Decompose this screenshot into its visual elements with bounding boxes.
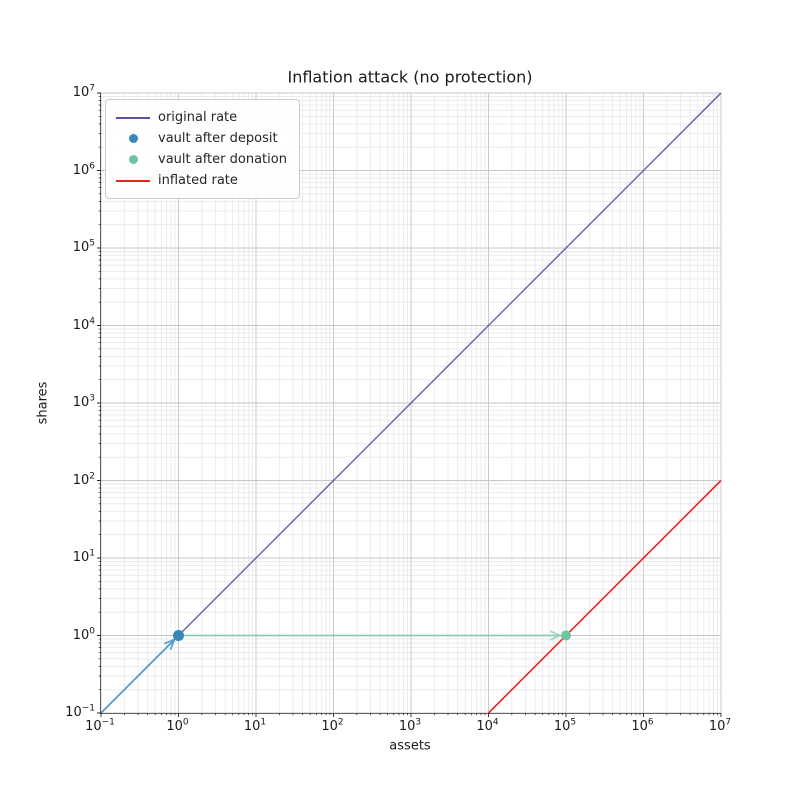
y-tick-label: 10−1 — [65, 703, 95, 720]
legend-dot-icon — [114, 155, 152, 164]
series-inflated-rate — [487, 479, 722, 714]
minor-ticks — [98, 96, 718, 716]
y-tick-label: 106 — [72, 161, 95, 178]
legend-dot-icon — [114, 134, 152, 143]
legend-marker-shape — [116, 179, 150, 182]
point-vault-after-deposit — [173, 630, 184, 641]
x-tick-label: 104 — [476, 717, 499, 734]
point-vault-after-donation — [561, 630, 571, 641]
y-tick-label: 101 — [72, 548, 95, 565]
donation-arrow — [177, 630, 563, 641]
legend-marker-shape — [128, 155, 138, 164]
major-ticks — [97, 92, 722, 717]
y-tick-label: 105 — [72, 238, 95, 255]
y-tick-label: 103 — [72, 393, 95, 410]
y-tick-label: 100 — [72, 626, 95, 643]
y-tick-label: 104 — [72, 316, 95, 333]
legend-marker-shape — [116, 116, 150, 119]
legend-entry-vault-after-deposit: vault after deposit — [114, 128, 287, 149]
series-original-rate — [100, 92, 722, 714]
legend-entry-original-rate: original rate — [114, 107, 287, 128]
legend-label: inflated rate — [158, 173, 238, 188]
x-tick-label: 106 — [631, 717, 654, 734]
plot-area: original rate vault after deposit vault af… — [97, 92, 722, 717]
y-tick-label: 102 — [72, 471, 95, 488]
x-tick-label: 100 — [166, 717, 189, 734]
x-tick-label: 102 — [321, 717, 344, 734]
x-tick-label: 103 — [398, 717, 422, 734]
plot-canvas — [97, 92, 722, 717]
legend-line-icon — [114, 179, 152, 182]
legend-entry-inflated-rate: inflated rate — [114, 170, 287, 191]
legend-label: original rate — [158, 110, 238, 125]
legend-entry-vault-after-donation: vault after donation — [114, 149, 287, 170]
x-tick-label: 10−1 — [85, 717, 115, 734]
deposit-arrow — [100, 638, 176, 714]
y-tick-label: 107 — [72, 83, 95, 100]
x-tick-label: 107 — [708, 717, 732, 734]
legend-marker-shape — [128, 134, 138, 143]
legend: original rate vault after deposit vault af… — [105, 99, 300, 199]
legend-line-icon — [114, 116, 152, 119]
x-tick-label: 105 — [553, 717, 577, 734]
chart-title: Inflation attack (no protection) — [287, 67, 533, 87]
legend-label: vault after deposit — [158, 131, 278, 146]
legend-label: vault after donation — [158, 152, 287, 167]
x-tick-label: 101 — [243, 717, 267, 734]
x-axis-label: assets — [389, 738, 431, 754]
